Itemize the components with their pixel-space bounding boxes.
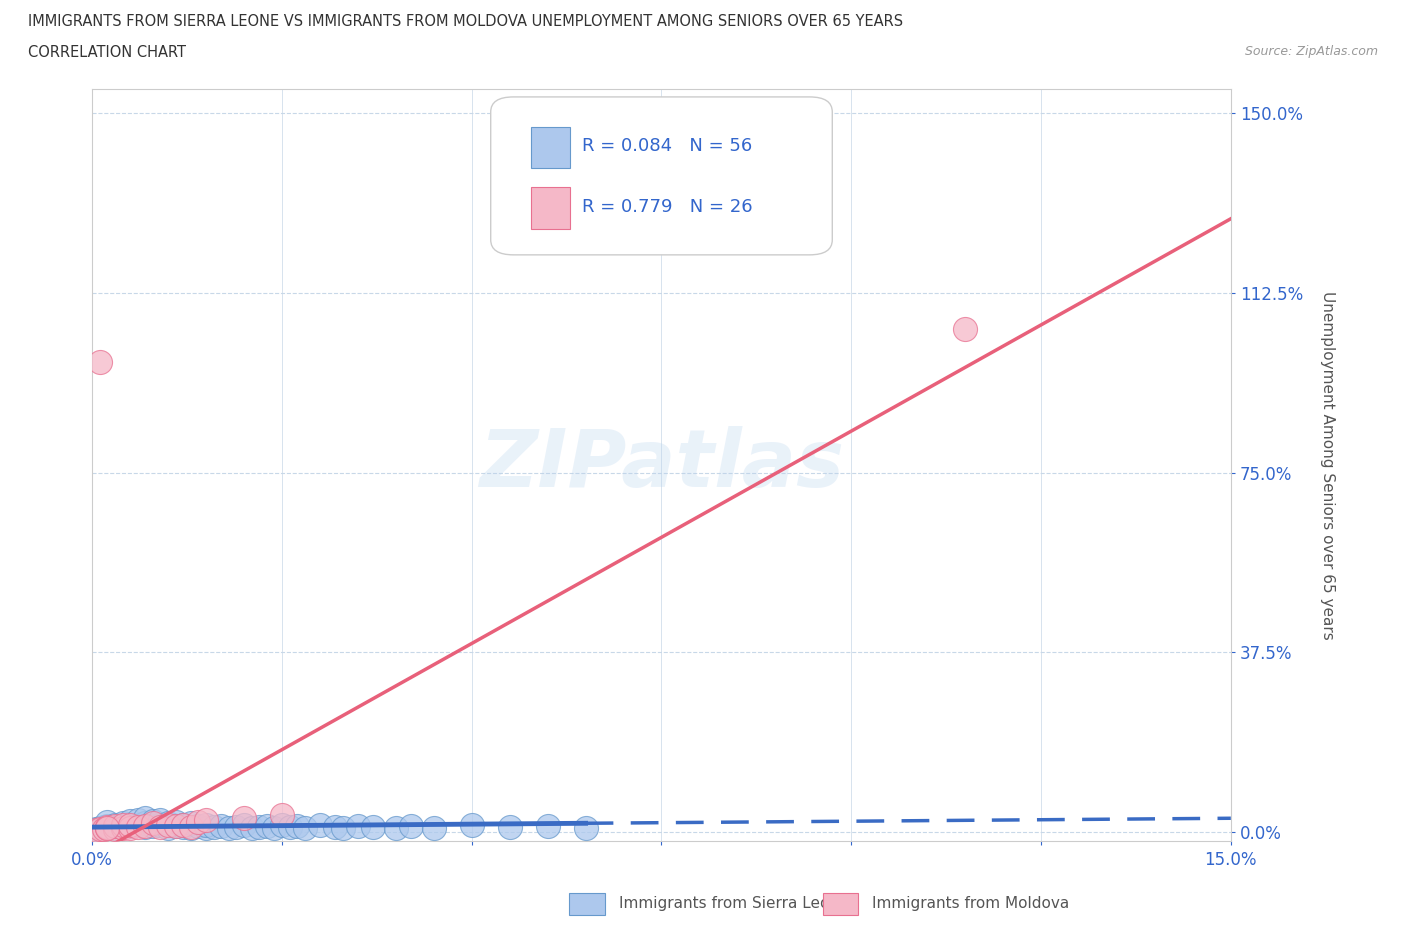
Point <box>93 822 115 837</box>
Point <box>89 822 111 837</box>
Point <box>104 817 127 832</box>
Point <box>218 820 240 835</box>
Point <box>271 817 294 832</box>
Point <box>278 819 301 834</box>
Point <box>120 814 142 829</box>
Text: R = 0.779   N = 26: R = 0.779 N = 26 <box>582 198 752 217</box>
Point <box>165 818 187 833</box>
Point <box>347 818 370 833</box>
Point <box>120 817 142 832</box>
Bar <box>530 187 571 229</box>
Point <box>953 322 976 337</box>
Text: ZIPatlas: ZIPatlas <box>479 427 844 504</box>
Point <box>165 818 187 833</box>
Point <box>127 819 149 834</box>
Point <box>111 820 134 835</box>
Point <box>96 819 118 834</box>
Point <box>84 822 107 837</box>
Point <box>233 817 256 832</box>
Point <box>84 823 107 838</box>
Point <box>142 814 165 829</box>
Point <box>461 817 484 832</box>
Point <box>89 820 111 835</box>
Point <box>180 820 202 835</box>
Point <box>157 816 180 830</box>
Point <box>263 820 285 835</box>
Point <box>247 819 270 834</box>
Point <box>89 355 111 370</box>
Point <box>120 820 142 835</box>
Point <box>536 818 558 833</box>
Point <box>157 820 180 835</box>
Point <box>172 817 194 832</box>
Point <box>149 817 172 832</box>
Bar <box>530 127 571 168</box>
Point <box>180 816 202 830</box>
Point <box>149 819 172 834</box>
Text: Source: ZipAtlas.com: Source: ZipAtlas.com <box>1244 45 1378 58</box>
Point <box>323 819 346 834</box>
Point <box>256 818 278 833</box>
Point <box>361 819 384 834</box>
Point <box>96 820 118 835</box>
Point <box>187 815 209 830</box>
Text: CORRELATION CHART: CORRELATION CHART <box>28 45 186 60</box>
Point <box>149 813 172 828</box>
Point <box>240 820 263 835</box>
Point <box>96 820 118 835</box>
Point <box>574 820 596 835</box>
Point <box>96 818 118 833</box>
Point <box>111 817 134 832</box>
Point <box>111 819 134 834</box>
Point <box>134 818 156 833</box>
Point <box>134 816 156 830</box>
Point <box>104 820 127 835</box>
Point <box>285 818 308 833</box>
Point <box>120 818 142 833</box>
Point <box>134 810 156 825</box>
Point <box>172 817 194 832</box>
Point <box>399 818 422 833</box>
Point <box>225 819 247 834</box>
Text: IMMIGRANTS FROM SIERRA LEONE VS IMMIGRANTS FROM MOLDOVA UNEMPLOYMENT AMONG SENIO: IMMIGRANTS FROM SIERRA LEONE VS IMMIGRAN… <box>28 14 903 29</box>
Point <box>195 813 218 828</box>
Point <box>157 817 180 832</box>
Point <box>134 819 156 834</box>
Point <box>104 818 127 833</box>
Point <box>309 817 332 832</box>
Point <box>142 818 165 833</box>
Point <box>202 819 225 834</box>
Point <box>385 820 408 835</box>
FancyBboxPatch shape <box>491 97 832 255</box>
Y-axis label: Unemployment Among Seniors over 65 years: Unemployment Among Seniors over 65 years <box>1320 291 1334 640</box>
Point <box>195 820 218 835</box>
Point <box>127 813 149 828</box>
Point <box>104 822 127 837</box>
Text: R = 0.084   N = 56: R = 0.084 N = 56 <box>582 137 752 154</box>
Point <box>294 820 316 835</box>
Point <box>187 818 209 833</box>
Point <box>127 817 149 832</box>
Point <box>332 820 354 835</box>
Text: Immigrants from Moldova: Immigrants from Moldova <box>872 897 1069 911</box>
Point <box>165 815 187 830</box>
Point <box>209 818 232 833</box>
Point <box>180 819 202 834</box>
Point <box>142 816 165 830</box>
Point <box>233 810 256 825</box>
Point <box>271 807 294 822</box>
Point <box>195 817 218 832</box>
Point <box>499 819 522 834</box>
Point <box>423 820 446 835</box>
Text: Immigrants from Sierra Leone: Immigrants from Sierra Leone <box>619 897 848 911</box>
Point <box>111 816 134 830</box>
Point <box>93 819 115 834</box>
Point <box>172 819 194 834</box>
Point <box>96 815 118 830</box>
